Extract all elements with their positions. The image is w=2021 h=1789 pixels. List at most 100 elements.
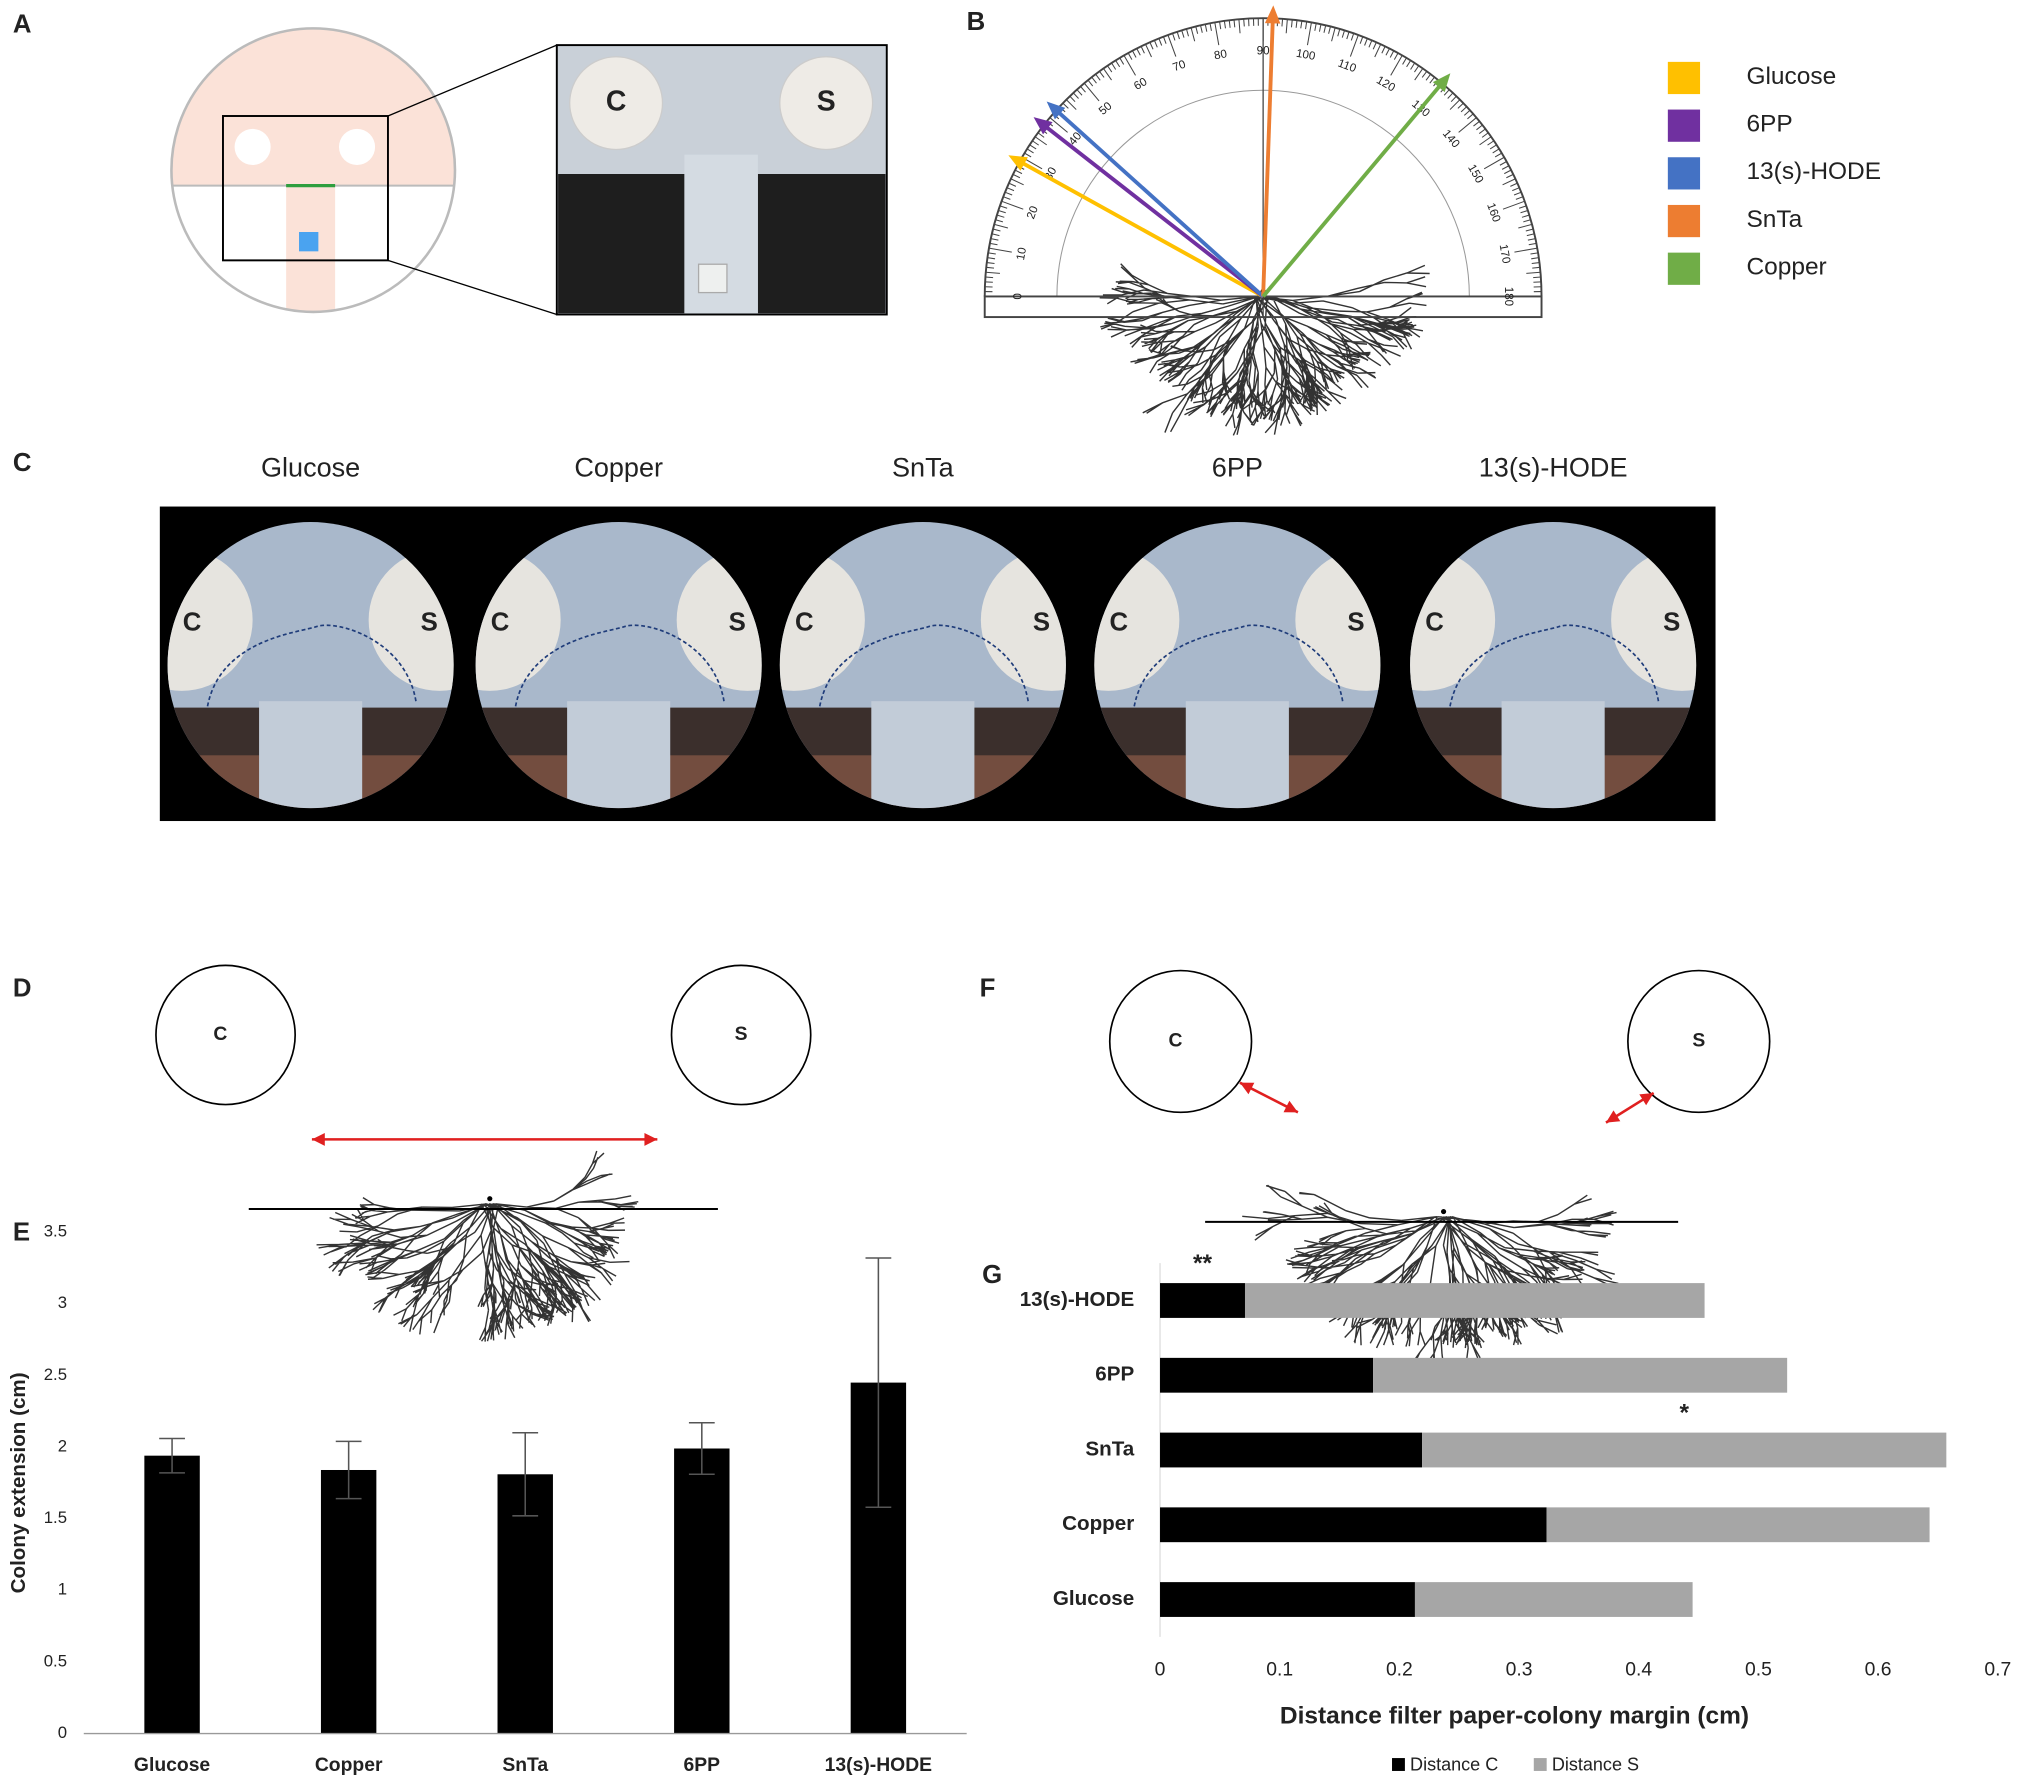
bar-segment bbox=[1160, 1357, 1374, 1393]
x-tick-label: 0.1 bbox=[1266, 1660, 1293, 1681]
colony-center bbox=[1440, 1208, 1447, 1215]
disc-label: C bbox=[1425, 609, 1444, 637]
arrow-head bbox=[1008, 155, 1028, 171]
y-tick-label: 1.5 bbox=[44, 1508, 67, 1527]
arrow-head bbox=[1046, 101, 1066, 120]
y-axis-label: Colony extension (cm) bbox=[7, 1372, 30, 1593]
zoom-line bbox=[387, 259, 558, 316]
disc bbox=[980, 549, 1066, 691]
dish-top bbox=[171, 28, 455, 186]
bar-segment bbox=[1414, 1582, 1693, 1617]
y-tick-label: 3.5 bbox=[44, 1222, 67, 1241]
bar-segment bbox=[1546, 1507, 1930, 1543]
disc bbox=[1611, 549, 1697, 691]
legend-swatch bbox=[1667, 252, 1701, 285]
disc-label: S bbox=[1692, 1031, 1705, 1052]
stripe bbox=[1185, 701, 1289, 809]
disc-label: C bbox=[183, 609, 202, 637]
arrow-head bbox=[1283, 1100, 1298, 1113]
y-tick-label: 13(s)-HODE bbox=[1020, 1288, 1135, 1311]
disc bbox=[1410, 549, 1496, 691]
significance: * bbox=[1679, 1399, 1689, 1426]
photo-title: 13(s)-HODE bbox=[1479, 452, 1628, 482]
angle-arrow bbox=[1261, 81, 1444, 298]
y-tick-label: 0.5 bbox=[44, 1651, 67, 1670]
y-tick-label: 2 bbox=[58, 1436, 67, 1455]
x-tick-label: 0.4 bbox=[1625, 1660, 1652, 1681]
photo-disc bbox=[779, 56, 874, 151]
x-tick-label: 13(s)-HODE bbox=[825, 1755, 933, 1776]
disc bbox=[1094, 549, 1180, 691]
stripe bbox=[567, 701, 671, 809]
bar-segment bbox=[1160, 1507, 1547, 1543]
photo-inoculum bbox=[697, 263, 728, 294]
protractor-label: 20 bbox=[1024, 204, 1041, 221]
disc-label: C bbox=[606, 86, 626, 118]
legend-label: 6PP bbox=[1746, 110, 1792, 137]
x-tick-label: 0.7 bbox=[1984, 1660, 2011, 1681]
filter-disc bbox=[670, 964, 812, 1106]
y-tick-label: 2.5 bbox=[44, 1365, 67, 1384]
panel-label: D bbox=[13, 975, 32, 1003]
y-tick-label: 3 bbox=[58, 1293, 67, 1312]
panel-label: C bbox=[13, 449, 32, 477]
angle-arrow bbox=[1054, 108, 1265, 298]
protractor-label: 10 bbox=[1014, 246, 1029, 261]
arrow-head bbox=[1639, 1092, 1654, 1106]
stripe bbox=[259, 701, 363, 809]
bar-segment bbox=[1160, 1283, 1245, 1318]
significance: ** bbox=[1193, 1250, 1213, 1277]
arrow-head bbox=[1264, 5, 1281, 24]
protractor-label: 90 bbox=[1257, 45, 1270, 58]
zoom-box bbox=[222, 115, 389, 262]
colony-margin bbox=[206, 624, 418, 707]
arrow-head bbox=[1033, 117, 1053, 135]
protractor-label: 120 bbox=[1374, 74, 1397, 95]
colony-margin bbox=[818, 624, 1030, 707]
protractor-label: 140 bbox=[1440, 127, 1462, 150]
disc bbox=[676, 549, 762, 691]
legend-label: Glucose bbox=[1746, 63, 1836, 90]
protractor-label: 60 bbox=[1132, 75, 1150, 93]
panel-label: B bbox=[967, 8, 986, 36]
photo-dark bbox=[757, 174, 886, 314]
arrow-head bbox=[311, 1132, 325, 1146]
bar-segment bbox=[1160, 1432, 1423, 1468]
photo-title: Copper bbox=[574, 452, 663, 482]
disc-label: S bbox=[735, 1024, 748, 1045]
y-tick-label: 6PP bbox=[1095, 1363, 1134, 1386]
stripe bbox=[871, 701, 975, 809]
colony bbox=[1099, 263, 1430, 436]
x-tick-label: 0 bbox=[1155, 1660, 1166, 1681]
legend-swatch bbox=[1533, 1758, 1547, 1771]
disc bbox=[779, 549, 865, 691]
arrow-head bbox=[1239, 1082, 1255, 1095]
panel-label: F bbox=[980, 975, 996, 1003]
legend-label: Distance C bbox=[1410, 1755, 1498, 1775]
photo-disc bbox=[569, 56, 664, 151]
bar bbox=[144, 1455, 200, 1734]
disc-label: C bbox=[1109, 609, 1128, 637]
y-tick-label: 1 bbox=[58, 1580, 67, 1599]
protractor-label: 80 bbox=[1213, 47, 1228, 62]
photo-title: Glucose bbox=[261, 452, 360, 482]
protractor-label: 100 bbox=[1295, 47, 1316, 63]
y-tick-label: Copper bbox=[1062, 1512, 1134, 1535]
disc-label: C bbox=[213, 1024, 227, 1045]
zoom-line bbox=[387, 44, 558, 117]
colony bbox=[316, 1150, 639, 1342]
disc bbox=[167, 549, 253, 691]
legend-swatch bbox=[1667, 204, 1701, 238]
legend-swatch bbox=[1667, 61, 1701, 95]
arrow-head bbox=[1432, 73, 1451, 93]
protractor-label: 50 bbox=[1096, 99, 1114, 117]
disc-label: S bbox=[421, 609, 438, 637]
plate-photo bbox=[1094, 522, 1381, 809]
filter-disc bbox=[155, 964, 296, 1106]
legend-swatch bbox=[1392, 1758, 1405, 1771]
legend-swatch bbox=[1667, 109, 1701, 142]
bar-segment bbox=[1373, 1357, 1788, 1393]
legend-label: 13(s)-HODE bbox=[1746, 158, 1881, 185]
disc-label: C bbox=[491, 609, 510, 637]
